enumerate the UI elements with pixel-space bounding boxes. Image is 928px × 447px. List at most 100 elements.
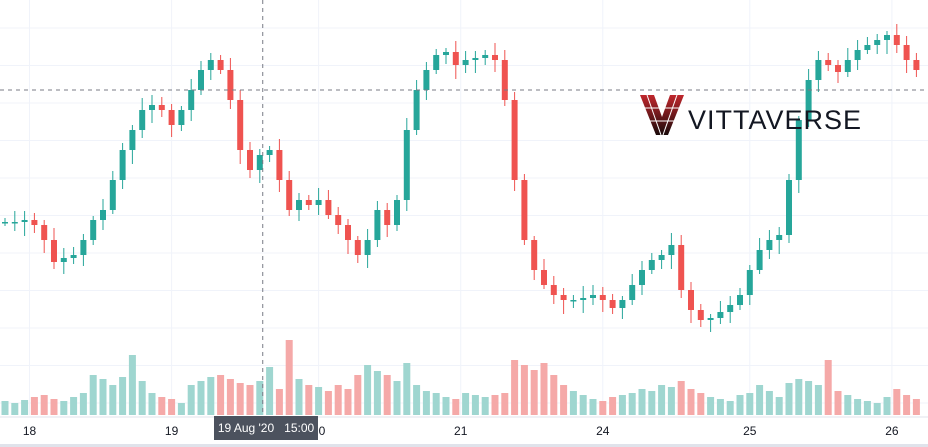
candle-body (472, 58, 479, 60)
volume-bar (462, 393, 470, 415)
volume-bar (569, 391, 577, 415)
candle-body (31, 220, 38, 225)
volume-bar (912, 399, 920, 415)
candle-body (21, 220, 28, 222)
candle-body (325, 200, 332, 215)
volume-bar (50, 399, 58, 415)
candle-body (462, 60, 469, 65)
candle-body (178, 110, 185, 125)
candle-body (639, 270, 645, 285)
volume-bar (138, 381, 146, 415)
candle-body (629, 285, 636, 300)
candle-body (335, 215, 342, 225)
volume-bar (226, 379, 234, 415)
candle-body (168, 110, 175, 125)
candle-body (864, 45, 871, 50)
candle-body (51, 240, 57, 262)
volume-bar (295, 379, 303, 415)
volume-bar (266, 367, 274, 415)
candle-body (315, 200, 322, 205)
bottom-border (0, 444, 928, 447)
volume-bar (30, 397, 38, 415)
volume-bar (373, 371, 381, 415)
volume-bar (422, 391, 430, 415)
candle-body (717, 312, 724, 318)
volume-bar (128, 355, 136, 415)
candle-body (913, 60, 920, 70)
volume-bar (511, 360, 519, 415)
volume-bar (334, 385, 342, 415)
volume-bar (520, 365, 528, 415)
volume-bar (834, 391, 842, 415)
candle-body (521, 180, 528, 240)
volume-bar (148, 393, 156, 415)
candle-body (374, 210, 381, 240)
candle-body (139, 110, 146, 130)
volume-bar (168, 399, 176, 415)
volume-bar (560, 385, 568, 415)
volume-bar (785, 383, 793, 415)
volume-bar (79, 393, 87, 415)
candle-body (100, 210, 106, 220)
watermark-brand: VITTAVERSE (688, 105, 863, 135)
candle-body (188, 90, 195, 110)
volume-bar (844, 395, 852, 415)
candle-body (129, 130, 136, 150)
volume-bar (285, 340, 293, 415)
volume-bar (305, 385, 313, 415)
volume-bar (217, 375, 225, 415)
candle-body (825, 60, 832, 65)
volume-bar (579, 395, 587, 415)
volume-bar (1, 401, 9, 415)
candle-body (90, 220, 97, 240)
candle-body (874, 40, 881, 45)
volume-bar (658, 385, 666, 415)
candle-body (854, 50, 861, 60)
candle-body (590, 295, 596, 298)
candle-body (256, 155, 263, 170)
candle-body (668, 245, 675, 255)
candle-body (41, 225, 48, 240)
candle-body (2, 222, 8, 224)
volume-bar (893, 389, 901, 415)
candle-body (609, 300, 616, 308)
volume-bar (393, 381, 401, 415)
volume-bar (677, 381, 685, 415)
candle-body (492, 55, 498, 60)
vittaverse-v-icon (640, 94, 684, 135)
volume-bar (315, 387, 323, 415)
candle-body (217, 60, 224, 70)
volume-bar (207, 377, 215, 415)
volume-bar (687, 389, 695, 415)
candle-body (746, 270, 753, 295)
volume-bar (805, 381, 813, 415)
candle-body (266, 150, 273, 155)
volume-bar (21, 400, 29, 415)
candle-body (60, 258, 67, 262)
candle-body (276, 150, 283, 180)
candle-body (286, 180, 293, 210)
candle-body (237, 100, 244, 150)
volume-bar (716, 399, 724, 415)
volume-bar (60, 401, 68, 415)
volume-bar (883, 397, 891, 415)
volume-bar (432, 393, 440, 415)
candle-body (570, 300, 577, 302)
candle-body (903, 45, 910, 60)
candle-body (158, 105, 165, 110)
x-tick-label: 24 (596, 424, 610, 438)
volume-bar (109, 385, 117, 415)
candle-body (805, 80, 812, 120)
volume-bar (765, 391, 773, 415)
candle-body (884, 35, 890, 40)
candle-body (893, 35, 900, 45)
candle-body (119, 150, 126, 180)
candle-body (550, 285, 557, 295)
candle-body (776, 235, 783, 240)
volume-bar (501, 393, 509, 415)
volume-bar (589, 399, 597, 415)
volume-bar (383, 375, 391, 415)
volume-bar (814, 385, 822, 415)
